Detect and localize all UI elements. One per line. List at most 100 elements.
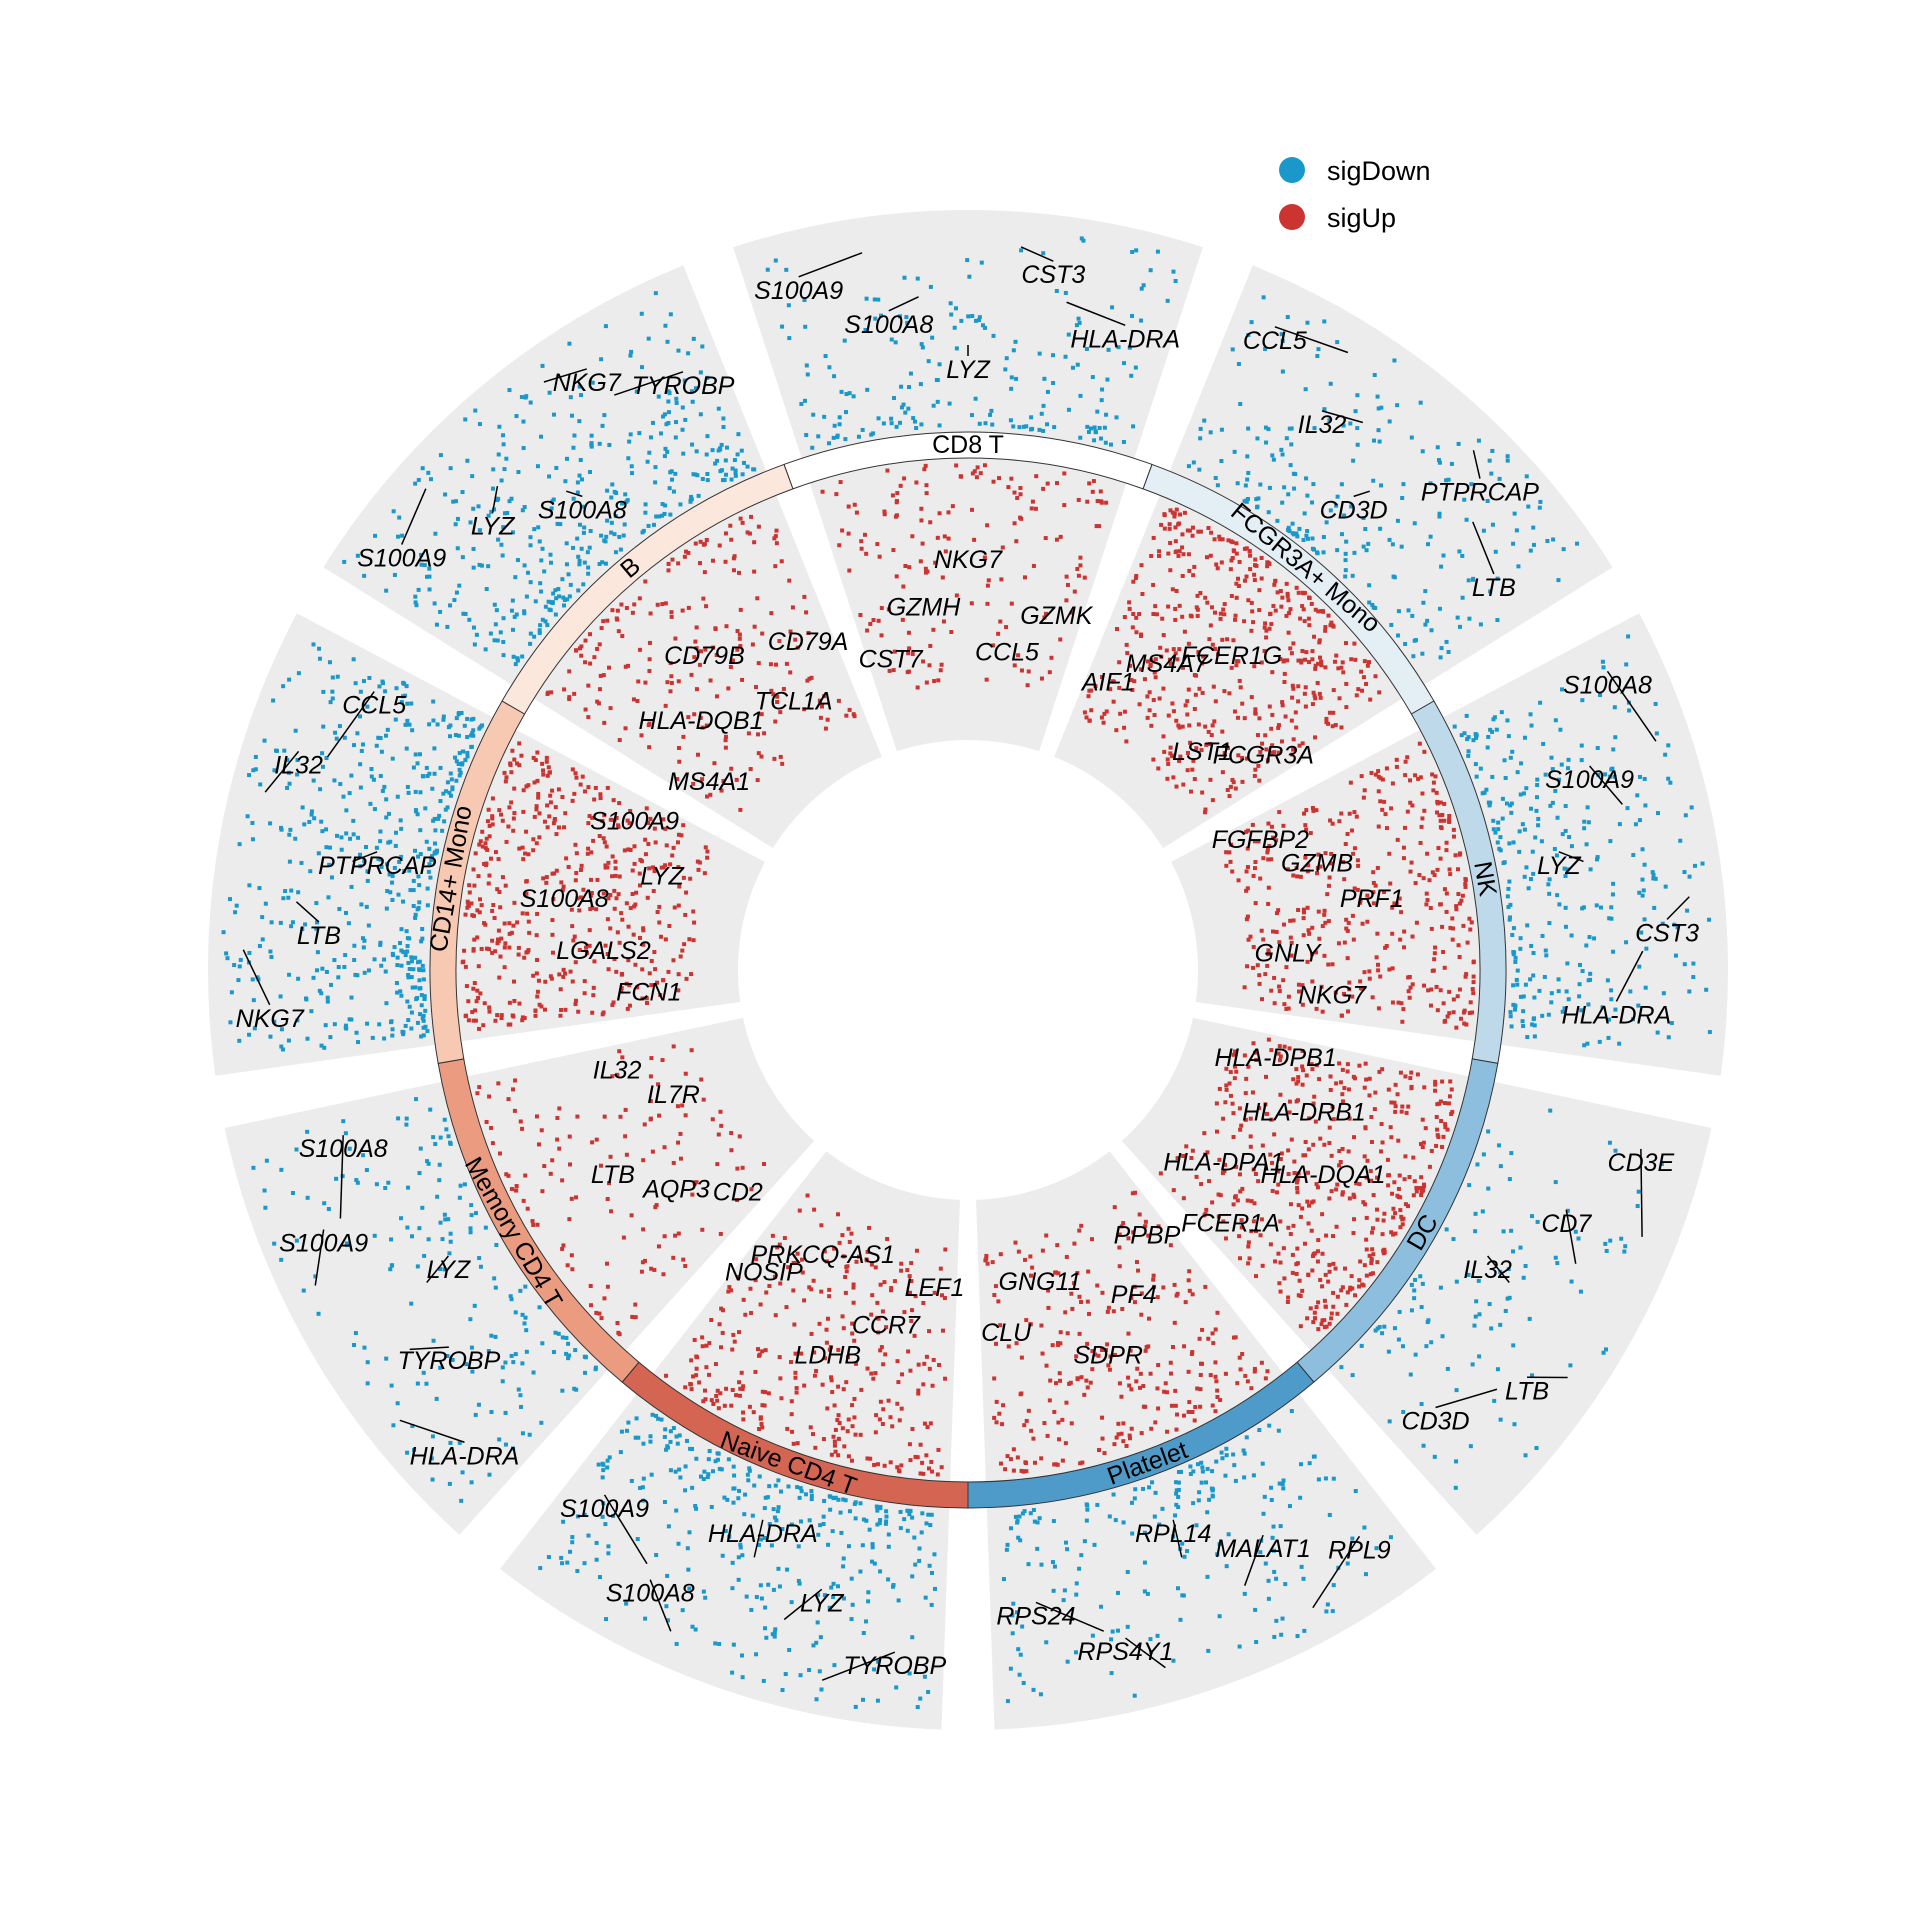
point-up: [707, 1341, 712, 1346]
point-down: [286, 895, 291, 900]
point-up: [623, 1134, 628, 1139]
point-down: [520, 508, 525, 513]
point-up: [870, 1293, 875, 1298]
point-up: [1009, 476, 1014, 481]
point-down: [874, 1504, 879, 1509]
point-down: [486, 513, 491, 518]
point-up: [907, 565, 912, 570]
point-up: [1362, 659, 1367, 664]
point-down: [641, 1498, 646, 1503]
point-down: [399, 927, 404, 932]
point-down: [832, 374, 837, 379]
point-down: [1639, 930, 1644, 935]
point-down: [382, 957, 387, 962]
point-up: [907, 1274, 912, 1279]
point-up: [511, 816, 516, 821]
point-down: [1425, 618, 1430, 623]
point-down: [723, 1529, 728, 1534]
point-down: [347, 1146, 352, 1151]
point-up: [587, 814, 592, 819]
point-down: [385, 862, 390, 867]
point-down: [1044, 1640, 1049, 1645]
point-up: [627, 1003, 632, 1008]
point-down: [814, 1697, 819, 1702]
point-down: [1531, 542, 1536, 547]
point-up: [1225, 787, 1230, 792]
point-up: [836, 1384, 841, 1389]
point-up: [1168, 540, 1173, 545]
point-up: [531, 837, 536, 842]
point-down: [1174, 1488, 1179, 1493]
point-up: [1408, 1076, 1413, 1081]
point-up: [1436, 846, 1441, 851]
point-down: [841, 1556, 846, 1561]
point-up: [946, 510, 951, 515]
point-down: [827, 1605, 832, 1610]
point-up: [850, 1403, 855, 1408]
point-down: [841, 1596, 846, 1601]
point-down: [389, 1237, 394, 1242]
point-down: [1613, 735, 1618, 740]
point-down: [1452, 724, 1457, 729]
point-down: [1074, 1650, 1079, 1655]
point-up: [1269, 726, 1274, 731]
point-up: [1192, 1418, 1197, 1423]
point-up: [1210, 1403, 1215, 1408]
point-up: [1072, 1281, 1077, 1286]
point-up: [608, 817, 613, 822]
point-down: [511, 1446, 516, 1451]
point-up: [1222, 689, 1227, 694]
point-up: [1252, 1050, 1257, 1055]
point-up: [1362, 788, 1367, 793]
point-up: [903, 563, 908, 568]
point-down: [1446, 650, 1451, 655]
point-up: [1296, 1203, 1301, 1208]
point-up: [557, 1146, 562, 1151]
point-down: [471, 728, 476, 733]
point-down: [427, 771, 432, 776]
point-down: [575, 480, 580, 485]
point-down: [613, 550, 618, 555]
point-down: [1550, 767, 1555, 772]
point-down: [433, 1142, 438, 1147]
point-up: [537, 1142, 542, 1147]
point-up: [1449, 1087, 1454, 1092]
point-up: [1174, 507, 1179, 512]
point-up: [1296, 982, 1301, 987]
point-up: [1310, 925, 1315, 930]
point-up: [1277, 1044, 1282, 1049]
point-up: [1290, 752, 1295, 757]
point-up: [913, 1454, 918, 1459]
point-up: [583, 789, 588, 794]
point-down: [480, 723, 485, 728]
point-up: [676, 832, 681, 837]
point-up: [1397, 896, 1402, 901]
point-down: [723, 472, 728, 477]
point-up: [1098, 489, 1103, 494]
point-up: [1457, 901, 1462, 906]
point-up: [541, 876, 546, 881]
point-down: [894, 424, 899, 429]
point-down: [1277, 1481, 1282, 1486]
point-down: [910, 1515, 915, 1520]
point-down: [582, 1512, 587, 1517]
point-down: [915, 276, 920, 281]
point-up: [534, 807, 539, 812]
point-down: [889, 421, 894, 426]
point-down: [1271, 1524, 1276, 1529]
point-down: [1529, 943, 1534, 948]
point-down: [626, 1420, 631, 1425]
point-down: [1217, 1542, 1222, 1547]
point-up: [512, 998, 517, 1003]
point-up: [498, 954, 503, 959]
point-up: [532, 814, 537, 819]
point-up: [1250, 822, 1255, 827]
point-up: [1345, 1062, 1350, 1067]
point-down: [1511, 926, 1516, 931]
point-up: [616, 1330, 621, 1335]
point-up: [1323, 665, 1328, 670]
point-up: [493, 1018, 498, 1023]
point-up: [1344, 705, 1349, 710]
point-up: [760, 1389, 765, 1394]
point-up: [1168, 745, 1173, 750]
